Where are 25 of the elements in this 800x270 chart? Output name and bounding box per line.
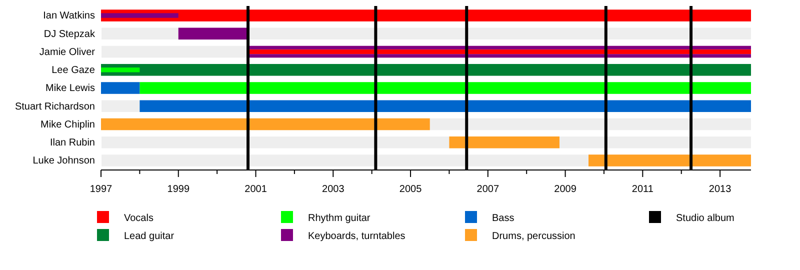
x-tick-label: 2005: [399, 184, 422, 195]
y-tick-label: Jamie Oliver: [39, 46, 96, 58]
x-tick-label: 2009: [554, 184, 577, 195]
x-tick-label: 2003: [322, 184, 345, 195]
y-tick-label: Ilan Rubin: [50, 138, 95, 149]
y-tick-label: Luke Johnson: [32, 156, 95, 167]
y-tick-label: Mike Chiplin: [40, 119, 95, 130]
legend-label: Keyboards, turntables: [308, 231, 406, 242]
x-tick-label: 2001: [244, 184, 268, 195]
legend-label: Bass: [492, 213, 514, 224]
y-tick-label: Mike Lewis: [46, 83, 95, 94]
legend-label: Lead guitar: [124, 231, 175, 242]
legend-label: Drums, percussion: [492, 231, 576, 242]
x-tick-label: 2013: [708, 184, 732, 195]
legend-label: Studio album: [676, 213, 734, 224]
legend-label: Vocals: [124, 213, 154, 224]
x-tick-label: 2011: [632, 184, 654, 195]
y-tick-label: Stuart Richardson: [14, 101, 95, 112]
y-tick-label: Ian Watkins: [43, 10, 95, 22]
x-tick-label: 2007: [476, 184, 500, 195]
y-tick-label: DJ Stepzak: [44, 28, 96, 40]
x-tick-label: 1997: [90, 184, 113, 195]
y-tick-label: Lee Gaze: [52, 65, 96, 76]
x-tick-label: 1999: [167, 184, 190, 195]
legend-label: Rhythm guitar: [308, 213, 371, 224]
